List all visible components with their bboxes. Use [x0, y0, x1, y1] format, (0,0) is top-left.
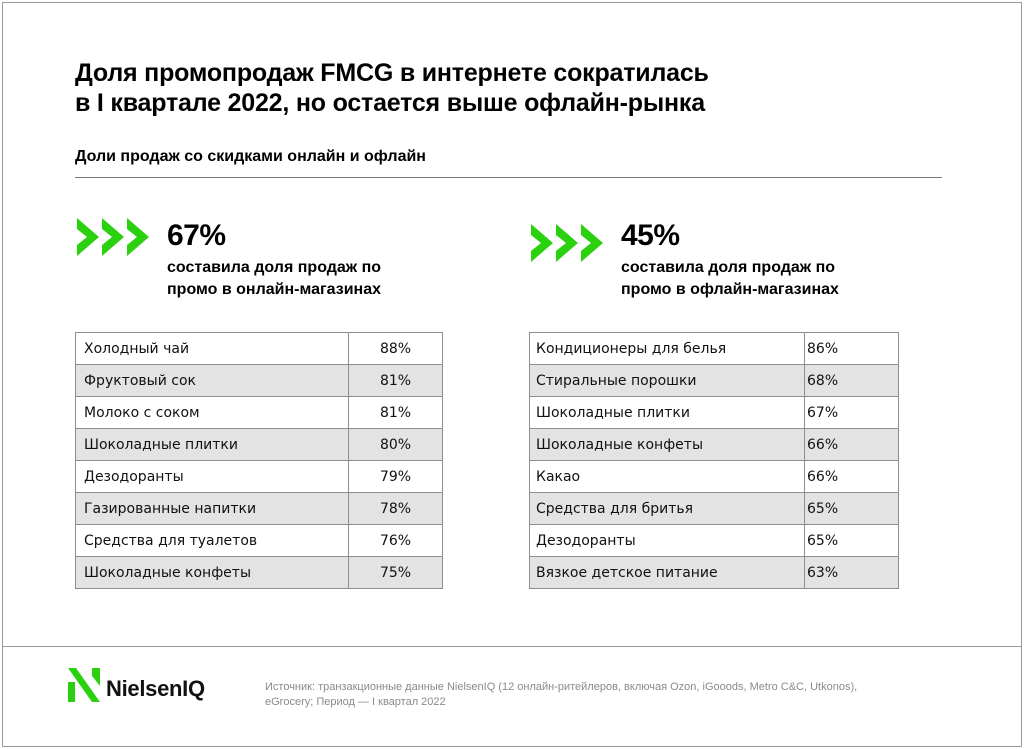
header-divider — [75, 177, 942, 178]
share-cell: 79% — [348, 460, 443, 493]
offline-categories-table: Кондиционеры для белья 86% Стиральные поро… — [529, 332, 899, 589]
title-line-1: Доля промопродаж FMCG в интернете сократ… — [75, 59, 709, 87]
category-cell: Дезодоранты — [75, 460, 349, 493]
share-cell: 66% — [804, 428, 899, 461]
share-cell: 65% — [804, 524, 899, 557]
share-cell: 80% — [348, 428, 443, 461]
category-cell: Кондиционеры для белья — [529, 332, 805, 365]
category-cell: Шоколадные конфеты — [529, 428, 805, 461]
category-cell: Молоко с соком — [75, 396, 349, 429]
offline-caption-line-1: составила доля продаж по — [621, 259, 836, 276]
online-promo-caption: составила доля продаж по промо в онлайн-… — [167, 257, 381, 301]
category-cell: Шоколадные плитки — [529, 396, 805, 429]
triple-chevron-right-icon — [531, 224, 603, 262]
table-row: Стиральные порошки 68% — [529, 364, 899, 397]
table-row: Кондиционеры для белья 86% — [529, 332, 899, 365]
table-row: Фруктовый сок 81% — [75, 364, 443, 397]
table-row: Шоколадные конфеты 75% — [75, 556, 443, 589]
online-caption-line-2: промо в онлайн-магазинах — [167, 281, 381, 298]
table-row: Какао 66% — [529, 460, 899, 493]
table-row: Средства для туалетов 76% — [75, 524, 443, 557]
online-categories-table: Холодный чай 88% Фруктовый сок 81% Молоко с … — [75, 332, 443, 589]
share-cell: 66% — [804, 460, 899, 493]
table-row: Дезодоранты 79% — [75, 460, 443, 493]
table-row: Вязкое детское питание 63% — [529, 556, 899, 589]
share-cell: 75% — [348, 556, 443, 589]
category-cell: Какао — [529, 460, 805, 493]
table-row: Шоколадные конфеты 66% — [529, 428, 899, 461]
category-cell: Вязкое детское питание — [529, 556, 805, 589]
table-row: Средства для бритья 65% — [529, 492, 899, 525]
table-row: Дезодоранты 65% — [529, 524, 899, 557]
offline-promo-share: 45% — [621, 219, 680, 252]
category-cell: Стиральные порошки — [529, 364, 805, 397]
share-cell: 88% — [348, 332, 443, 365]
online-promo-share: 67% — [167, 219, 226, 252]
online-caption-line-1: составила доля продаж по — [167, 259, 382, 276]
category-cell: Фруктовый сок — [75, 364, 349, 397]
table-row: Шоколадные плитки 67% — [529, 396, 899, 429]
share-cell: 68% — [804, 364, 899, 397]
page-title: Доля промопродаж FMCG в интернете сократ… — [75, 58, 975, 118]
category-cell: Газированные напитки — [75, 492, 349, 525]
title-line-2: в I квартале 2022, но остается выше офла… — [75, 89, 705, 117]
category-cell: Шоколадные конфеты — [75, 556, 349, 589]
offline-promo-caption: составила доля продаж по промо в офлайн-… — [621, 257, 839, 301]
share-cell: 81% — [348, 396, 443, 429]
table-row: Молоко с соком 81% — [75, 396, 443, 429]
table-row: Шоколадные плитки 80% — [75, 428, 443, 461]
logo-text: NielsenIQ — [106, 675, 205, 701]
share-cell: 63% — [804, 556, 899, 589]
share-cell: 67% — [804, 396, 899, 429]
table-row: Газированные напитки 78% — [75, 492, 443, 525]
source-line-1: Источник: транзакционные данные NielsenI… — [265, 681, 858, 693]
triple-chevron-right-icon — [77, 218, 149, 256]
source-line-2: eGrocery; Период — I квартал 2022 — [265, 696, 446, 708]
nielseniq-logo-icon — [68, 668, 102, 709]
page-subtitle: Доли продаж со скидками онлайн и офлайн — [75, 148, 426, 165]
share-cell: 81% — [348, 364, 443, 397]
category-cell: Холодный чай — [75, 332, 349, 365]
share-cell: 78% — [348, 492, 443, 525]
share-cell: 86% — [804, 332, 899, 365]
category-cell: Средства для бритья — [529, 492, 805, 525]
category-cell: Дезодоранты — [529, 524, 805, 557]
footer-divider — [3, 646, 1021, 647]
category-cell: Средства для туалетов — [75, 524, 349, 557]
offline-caption-line-2: промо в офлайн-магазинах — [621, 281, 839, 298]
nielseniq-logo: NielsenIQ — [68, 668, 205, 709]
share-cell: 76% — [348, 524, 443, 557]
table-row: Холодный чай 88% — [75, 332, 443, 365]
source-note: Источник: транзакционные данные NielsenI… — [265, 680, 945, 710]
category-cell: Шоколадные плитки — [75, 428, 349, 461]
share-cell: 65% — [804, 492, 899, 525]
